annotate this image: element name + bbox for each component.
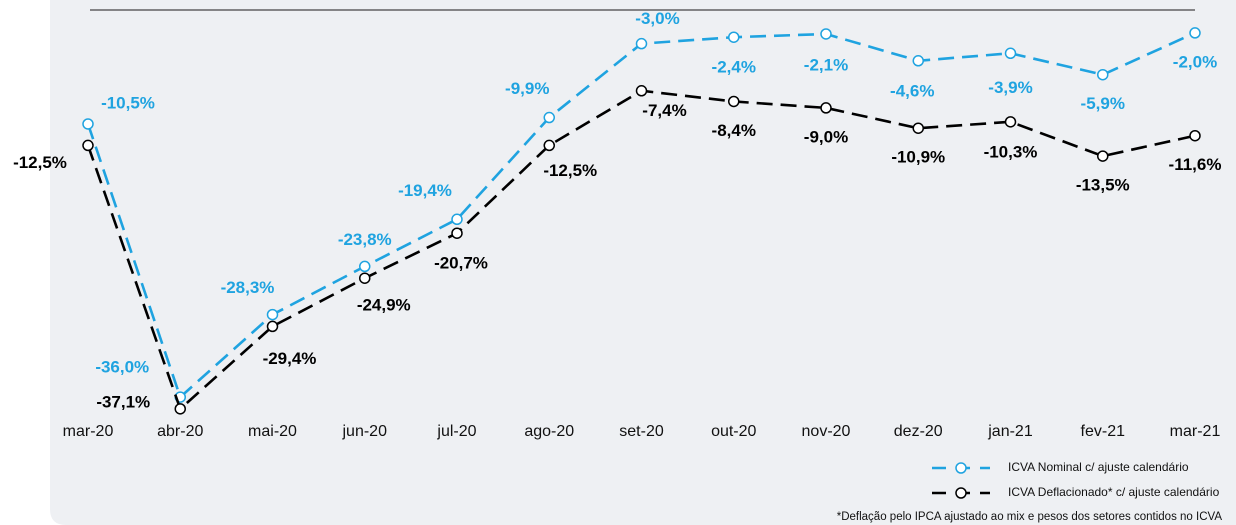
data-label: -2,4% — [712, 58, 756, 77]
point-marker — [912, 122, 924, 134]
data-label: -28,3% — [221, 278, 275, 297]
data-label: -23,8% — [338, 230, 392, 249]
point-marker — [728, 95, 740, 108]
point-marker — [82, 139, 94, 152]
point-marker — [82, 118, 94, 130]
x-tick-label: abr-20 — [157, 423, 203, 440]
data-label: -5,9% — [1081, 94, 1125, 113]
data-label: -29,4% — [263, 349, 317, 368]
point-marker — [1004, 116, 1017, 128]
x-tick-label: mar-20 — [63, 423, 114, 440]
data-label: -37,1% — [96, 392, 150, 411]
point-marker — [1189, 27, 1201, 39]
point-marker — [1097, 68, 1109, 81]
data-label: -7,4% — [642, 101, 686, 120]
data-label: -20,7% — [434, 254, 488, 273]
point-marker — [635, 85, 648, 97]
data-label: -10,9% — [891, 148, 945, 167]
data-label: -2,0% — [1173, 52, 1217, 71]
x-tick-label: ago-20 — [524, 423, 574, 440]
data-label: -13,5% — [1076, 176, 1130, 195]
data-label: -3,9% — [988, 78, 1032, 97]
data-label: -24,9% — [357, 296, 411, 315]
point-marker — [543, 111, 555, 124]
x-tick-label: out-20 — [711, 423, 756, 440]
data-label: -4,6% — [890, 81, 934, 100]
point-marker — [912, 55, 924, 67]
point-marker — [635, 37, 648, 50]
data-label: -12,5% — [13, 153, 67, 172]
point-marker — [1189, 129, 1201, 142]
data-label: -2,1% — [804, 55, 848, 74]
data-label: -9,9% — [505, 79, 549, 98]
data-label: -19,4% — [398, 181, 452, 200]
x-tick-label: jul-20 — [436, 423, 476, 440]
legend-marker — [955, 487, 967, 499]
point-marker — [820, 102, 832, 114]
x-tick-label: set-20 — [619, 423, 664, 440]
point-marker — [359, 272, 371, 284]
x-tick-label: nov-20 — [802, 423, 851, 440]
x-tick-label: mai-20 — [248, 423, 297, 440]
x-tick-label: jun-20 — [342, 423, 388, 440]
point-marker — [359, 260, 371, 273]
point-marker — [451, 227, 463, 239]
footnote: *Deflação pelo IPCA ajustado ao mix e pe… — [837, 511, 1223, 523]
data-label: -36,0% — [95, 358, 149, 377]
legend-label: ICVA Deflacionado* c/ ajuste calendário — [1008, 485, 1220, 499]
data-label: -11,6% — [1169, 155, 1222, 174]
point-marker — [266, 308, 279, 321]
point-marker — [1097, 150, 1109, 162]
x-tick-label: jan-21 — [987, 423, 1033, 440]
point-marker — [266, 320, 279, 333]
point-marker — [1004, 47, 1017, 60]
data-label: -3,0% — [635, 9, 679, 28]
data-label: -10,3% — [984, 142, 1038, 161]
x-tick-label: dez-20 — [894, 423, 943, 440]
legend-marker — [955, 462, 967, 474]
x-tick-label: fev-21 — [1081, 423, 1126, 440]
legend-label: ICVA Nominal c/ ajuste calendário — [1008, 460, 1189, 474]
point-marker — [543, 139, 555, 152]
point-marker — [451, 213, 463, 226]
data-label: -8,4% — [712, 121, 756, 140]
point-marker — [820, 28, 832, 40]
point-marker — [728, 31, 740, 43]
data-label: -9,0% — [804, 127, 848, 146]
point-marker — [174, 403, 186, 415]
panel — [50, 0, 1236, 525]
data-label: -10,5% — [101, 93, 155, 112]
x-tick-label: mar-21 — [1170, 423, 1221, 440]
data-label: -12,5% — [543, 161, 597, 180]
